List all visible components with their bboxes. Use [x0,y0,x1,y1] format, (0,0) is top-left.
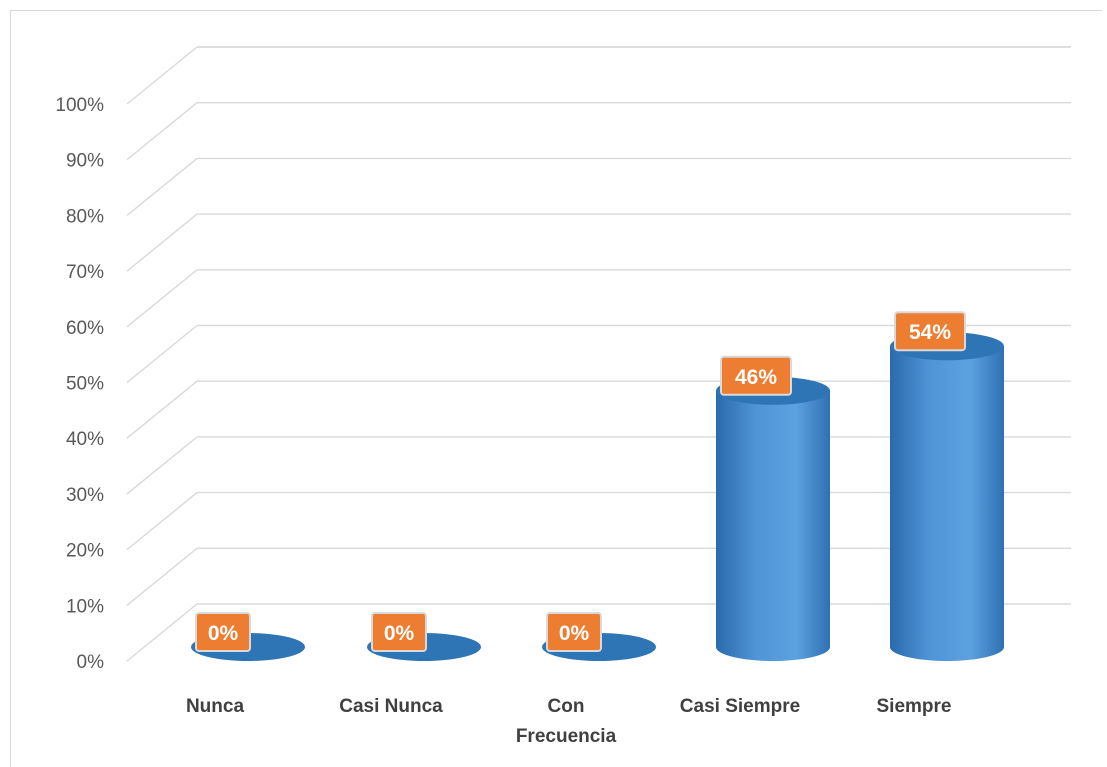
data-label-box [720,355,792,396]
data-label-text: 0% [384,622,415,645]
data-label: 54% [894,311,966,352]
gridline-diagonal [126,46,198,105]
y-tick-label: 60% [66,318,104,339]
gridline-diagonal [126,436,198,495]
bar-body [890,346,1004,661]
data-label-text: 0% [208,622,239,645]
x-category-label: Casi Siempre [680,696,800,717]
data-label-box [371,612,427,652]
data-label: 46% [720,355,792,396]
gridline-diagonal [126,380,198,439]
data-labels: 0% 0% 0% 46% 54% [195,311,966,652]
y-tick-label: 0% [77,652,105,673]
x-category-label: Frecuencia [516,726,617,747]
x-category-label: Casi Nunca [339,696,443,717]
gridline-diagonal [126,324,198,384]
x-category-label: Nunca [186,696,245,717]
data-label: 0% [546,612,602,652]
chart-frame [10,10,1102,767]
data-label-box [546,612,602,652]
data-label-text: 0% [559,622,590,645]
bar-body [716,390,830,661]
y-tick-label: 40% [66,429,104,450]
gridline-diagonal [126,157,198,216]
gridline-diagonal [126,213,198,272]
y-axis-ticks: 0% 10% 20% 30% 40% 50% 60% 70% 80% 90% 100% [55,95,104,673]
x-category-label: Siempre [877,696,952,717]
y-tick-label: 50% [66,374,104,395]
data-label-text: 46% [735,366,777,389]
data-label: 0% [371,612,427,652]
gridline-diagonal [126,547,198,606]
data-label-text: 54% [909,321,951,344]
gridline-diagonal [126,603,198,662]
y-tick-label: 80% [66,206,104,227]
data-label-box [894,311,966,352]
data-label: 0% [195,612,251,652]
y-tick-label: 20% [66,541,104,562]
bar [716,376,830,661]
gridline-diagonal [126,102,198,161]
data-label-box [195,612,251,652]
gridline-diagonal [126,492,198,551]
gridline-diagonal [126,269,198,328]
y-tick-label: 70% [66,262,104,283]
bar [890,332,1004,661]
y-tick-label: 10% [66,596,104,617]
y-tick-label: 90% [66,151,104,172]
y-tick-label: 100% [55,95,104,116]
y-tick-label: 30% [66,485,104,506]
x-category-label: Con [548,696,585,717]
x-axis-categories: Nunca Casi Nunca Con Frecuencia Casi Siempre… [186,696,952,747]
